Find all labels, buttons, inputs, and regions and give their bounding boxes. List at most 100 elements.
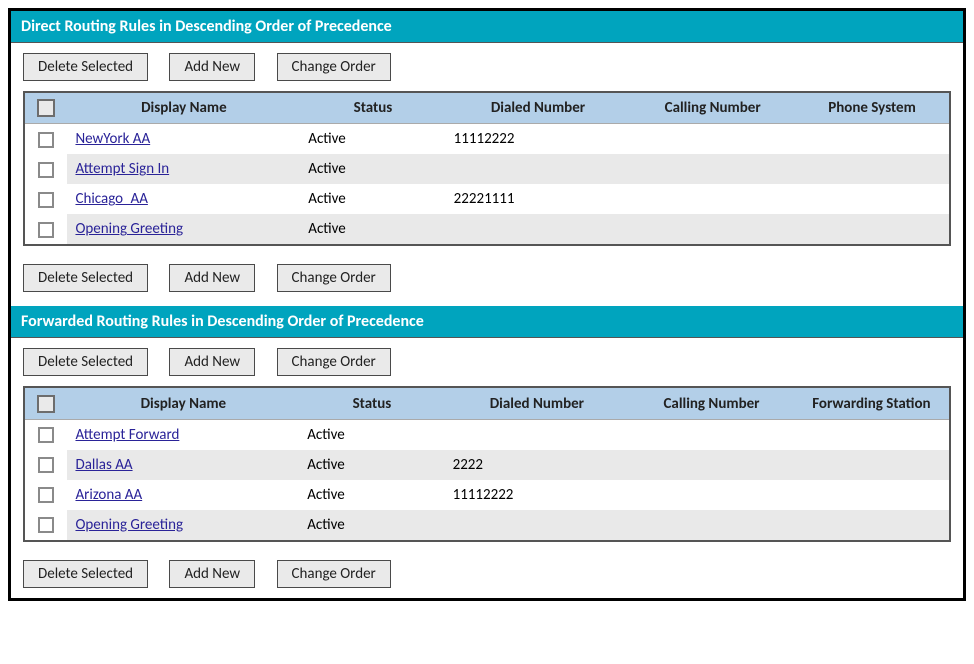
direct-routing-table: Display Name Status Dialed Number Callin… — [23, 91, 951, 246]
cell-dialed: 22221111 — [446, 184, 631, 214]
cell-status: Active — [300, 184, 445, 214]
change-order-button[interactable]: Change Order — [277, 560, 391, 588]
col-dialed-number: Dialed Number — [445, 387, 630, 419]
forwarded-table-header-row: Display Name Status Dialed Number Callin… — [24, 387, 950, 419]
cell-calling — [629, 419, 794, 450]
forwarded-routing-section: Forwarded Routing Rules in Descending Or… — [11, 306, 963, 597]
cell-calling — [630, 154, 795, 184]
col-status: Status — [299, 387, 444, 419]
routing-rules-page: Direct Routing Rules in Descending Order… — [8, 8, 966, 601]
rule-link[interactable]: Chicago_AA — [75, 190, 147, 208]
delete-selected-button[interactable]: Delete Selected — [23, 348, 148, 376]
forwarded-routing-table: Display Name Status Dialed Number Callin… — [23, 386, 951, 541]
row-checkbox[interactable] — [38, 427, 54, 443]
cell-dialed — [445, 510, 630, 541]
table-row: Attempt Forward Active — [24, 419, 950, 450]
direct-section-title: Direct Routing Rules in Descending Order… — [11, 11, 963, 43]
row-select-cell — [24, 124, 67, 155]
select-all-header — [24, 92, 67, 124]
row-checkbox[interactable] — [38, 457, 54, 473]
row-select-cell — [24, 480, 67, 510]
cell-status: Active — [300, 124, 445, 155]
cell-status: Active — [299, 510, 444, 541]
col-calling-number: Calling Number — [630, 92, 795, 124]
cell-dialed: 11112222 — [445, 480, 630, 510]
add-new-button[interactable]: Add New — [169, 264, 255, 292]
cell-calling — [629, 510, 794, 541]
cell-forwarding-station — [794, 419, 950, 450]
row-checkbox[interactable] — [38, 222, 54, 238]
direct-routing-section: Direct Routing Rules in Descending Order… — [11, 11, 963, 302]
add-new-button[interactable]: Add New — [169, 560, 255, 588]
row-select-cell — [24, 419, 67, 450]
forwarded-button-bar-top: Delete Selected Add New Change Order — [11, 338, 963, 386]
col-forwarding-station: Forwarding Station — [794, 387, 950, 419]
row-select-cell — [24, 154, 67, 184]
cell-calling — [629, 450, 794, 480]
col-dialed-number: Dialed Number — [446, 92, 631, 124]
change-order-button[interactable]: Change Order — [277, 264, 391, 292]
cell-calling — [630, 184, 795, 214]
rule-link[interactable]: Arizona AA — [75, 486, 142, 504]
forwarded-button-bar-bottom: Delete Selected Add New Change Order — [11, 550, 963, 598]
forwarded-section-title: Forwarded Routing Rules in Descending Or… — [11, 306, 963, 338]
cell-forwarding-station — [794, 480, 950, 510]
change-order-button[interactable]: Change Order — [277, 348, 391, 376]
row-select-cell — [24, 214, 67, 245]
row-checkbox[interactable] — [38, 132, 54, 148]
cell-status: Active — [300, 154, 445, 184]
table-row: Opening Greeting Active — [24, 510, 950, 541]
direct-button-bar-bottom: Delete Selected Add New Change Order — [11, 254, 963, 302]
cell-status: Active — [299, 450, 444, 480]
cell-phone-system — [795, 154, 950, 184]
rule-link[interactable]: Attempt Forward — [75, 426, 179, 444]
table-row: NewYork AA Active 11112222 — [24, 124, 950, 155]
change-order-button[interactable]: Change Order — [277, 53, 391, 81]
row-select-cell — [24, 510, 67, 541]
rule-link[interactable]: Opening Greeting — [75, 220, 183, 238]
row-checkbox[interactable] — [38, 162, 54, 178]
delete-selected-button[interactable]: Delete Selected — [23, 53, 148, 81]
rule-link[interactable]: Attempt Sign In — [75, 160, 169, 178]
row-checkbox[interactable] — [38, 517, 54, 533]
add-new-button[interactable]: Add New — [169, 53, 255, 81]
table-row: Attempt Sign In Active — [24, 154, 950, 184]
cell-calling — [630, 214, 795, 245]
cell-phone-system — [795, 124, 950, 155]
col-display-name: Display Name — [67, 92, 300, 124]
cell-dialed: 2222 — [445, 450, 630, 480]
table-row: Chicago_AA Active 22221111 — [24, 184, 950, 214]
row-select-cell — [24, 184, 67, 214]
direct-button-bar-top: Delete Selected Add New Change Order — [11, 43, 963, 91]
row-checkbox[interactable] — [38, 192, 54, 208]
select-all-checkbox[interactable] — [37, 395, 55, 413]
add-new-button[interactable]: Add New — [169, 348, 255, 376]
delete-selected-button[interactable]: Delete Selected — [23, 560, 148, 588]
col-calling-number: Calling Number — [629, 387, 794, 419]
table-row: Dallas AA Active 2222 — [24, 450, 950, 480]
col-display-name: Display Name — [67, 387, 299, 419]
row-checkbox[interactable] — [38, 487, 54, 503]
cell-phone-system — [795, 214, 950, 245]
cell-phone-system — [795, 184, 950, 214]
row-select-cell — [24, 450, 67, 480]
table-row: Arizona AA Active 11112222 — [24, 480, 950, 510]
cell-forwarding-station — [794, 510, 950, 541]
cell-calling — [629, 480, 794, 510]
cell-status: Active — [299, 480, 444, 510]
direct-table-header-row: Display Name Status Dialed Number Callin… — [24, 92, 950, 124]
col-phone-system: Phone System — [795, 92, 950, 124]
cell-dialed: 11112222 — [446, 124, 631, 155]
select-all-header — [24, 387, 67, 419]
select-all-checkbox[interactable] — [37, 99, 55, 117]
cell-dialed — [445, 419, 630, 450]
cell-calling — [630, 124, 795, 155]
delete-selected-button[interactable]: Delete Selected — [23, 264, 148, 292]
table-row: Opening Greeting Active — [24, 214, 950, 245]
cell-status: Active — [300, 214, 445, 245]
cell-dialed — [446, 214, 631, 245]
rule-link[interactable]: Dallas AA — [75, 456, 132, 474]
rule-link[interactable]: Opening Greeting — [75, 516, 183, 534]
rule-link[interactable]: NewYork AA — [75, 130, 150, 148]
cell-forwarding-station — [794, 450, 950, 480]
